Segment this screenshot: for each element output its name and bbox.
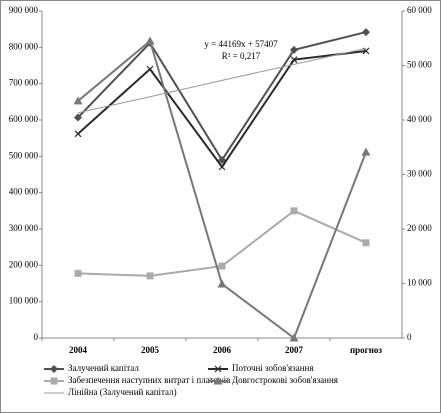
y2-tick-label: 10 000 bbox=[407, 278, 432, 288]
marker bbox=[362, 239, 370, 247]
trend-r2: R² = 0,217 bbox=[222, 51, 261, 61]
marker bbox=[290, 56, 298, 64]
series-line bbox=[77, 47, 367, 114]
y-tick-label: 100 000 bbox=[9, 296, 39, 306]
marker bbox=[217, 279, 227, 288]
y2-tick-label: 50 000 bbox=[407, 60, 432, 70]
y2-tick-label: 20 000 bbox=[407, 223, 432, 233]
x-tick-label: 2006 bbox=[213, 345, 232, 355]
legend-label: Забезпечення наступних витрат і платежів bbox=[68, 375, 230, 385]
y-tick-label: 300 000 bbox=[9, 223, 39, 233]
legend-label: Поточні зобов'язання bbox=[232, 363, 313, 373]
marker bbox=[213, 376, 223, 385]
y2-tick-label: 0 bbox=[407, 332, 412, 342]
y-tick-label: 700 000 bbox=[9, 78, 39, 88]
y2-tick-label: 40 000 bbox=[407, 114, 432, 124]
marker bbox=[74, 130, 82, 138]
marker bbox=[50, 377, 58, 385]
x-tick-label: 2007 bbox=[285, 345, 304, 355]
marker bbox=[218, 262, 226, 270]
marker bbox=[214, 365, 222, 373]
marker bbox=[73, 96, 83, 105]
y-tick-label: 400 000 bbox=[9, 187, 39, 197]
x-tick-label: 2004 bbox=[69, 345, 88, 355]
x-tick-label: 2005 bbox=[141, 345, 160, 355]
y-tick-label: 800 000 bbox=[9, 41, 39, 51]
marker bbox=[218, 155, 226, 164]
marker bbox=[290, 45, 298, 54]
marker bbox=[218, 163, 226, 171]
y-tick-label: 200 000 bbox=[9, 259, 39, 269]
marker bbox=[145, 36, 155, 45]
legend-label: Лінійна (Залучений капітал) bbox=[68, 387, 177, 397]
y2-tick-label: 60 000 bbox=[407, 5, 432, 15]
marker bbox=[50, 365, 58, 373]
marker bbox=[74, 113, 82, 122]
marker bbox=[74, 269, 82, 277]
y-tick-label: 900 000 bbox=[9, 5, 39, 15]
x-tick-label: прогноз bbox=[350, 345, 382, 355]
legend-label: Залучений капітал bbox=[68, 363, 139, 373]
marker bbox=[290, 207, 298, 215]
marker bbox=[362, 28, 370, 37]
legend-label: Довгострокові зобов'язання bbox=[232, 375, 338, 385]
trend-equation: y = 44169x + 57407 bbox=[204, 39, 278, 49]
marker bbox=[361, 147, 371, 156]
y-tick-label: 500 000 bbox=[9, 150, 39, 160]
marker bbox=[146, 65, 154, 73]
y2-tick-label: 30 000 bbox=[407, 169, 432, 179]
y-tick-label: 0 bbox=[34, 332, 39, 342]
marker bbox=[289, 333, 299, 342]
marker bbox=[146, 272, 154, 280]
y-tick-label: 600 000 bbox=[9, 114, 39, 124]
